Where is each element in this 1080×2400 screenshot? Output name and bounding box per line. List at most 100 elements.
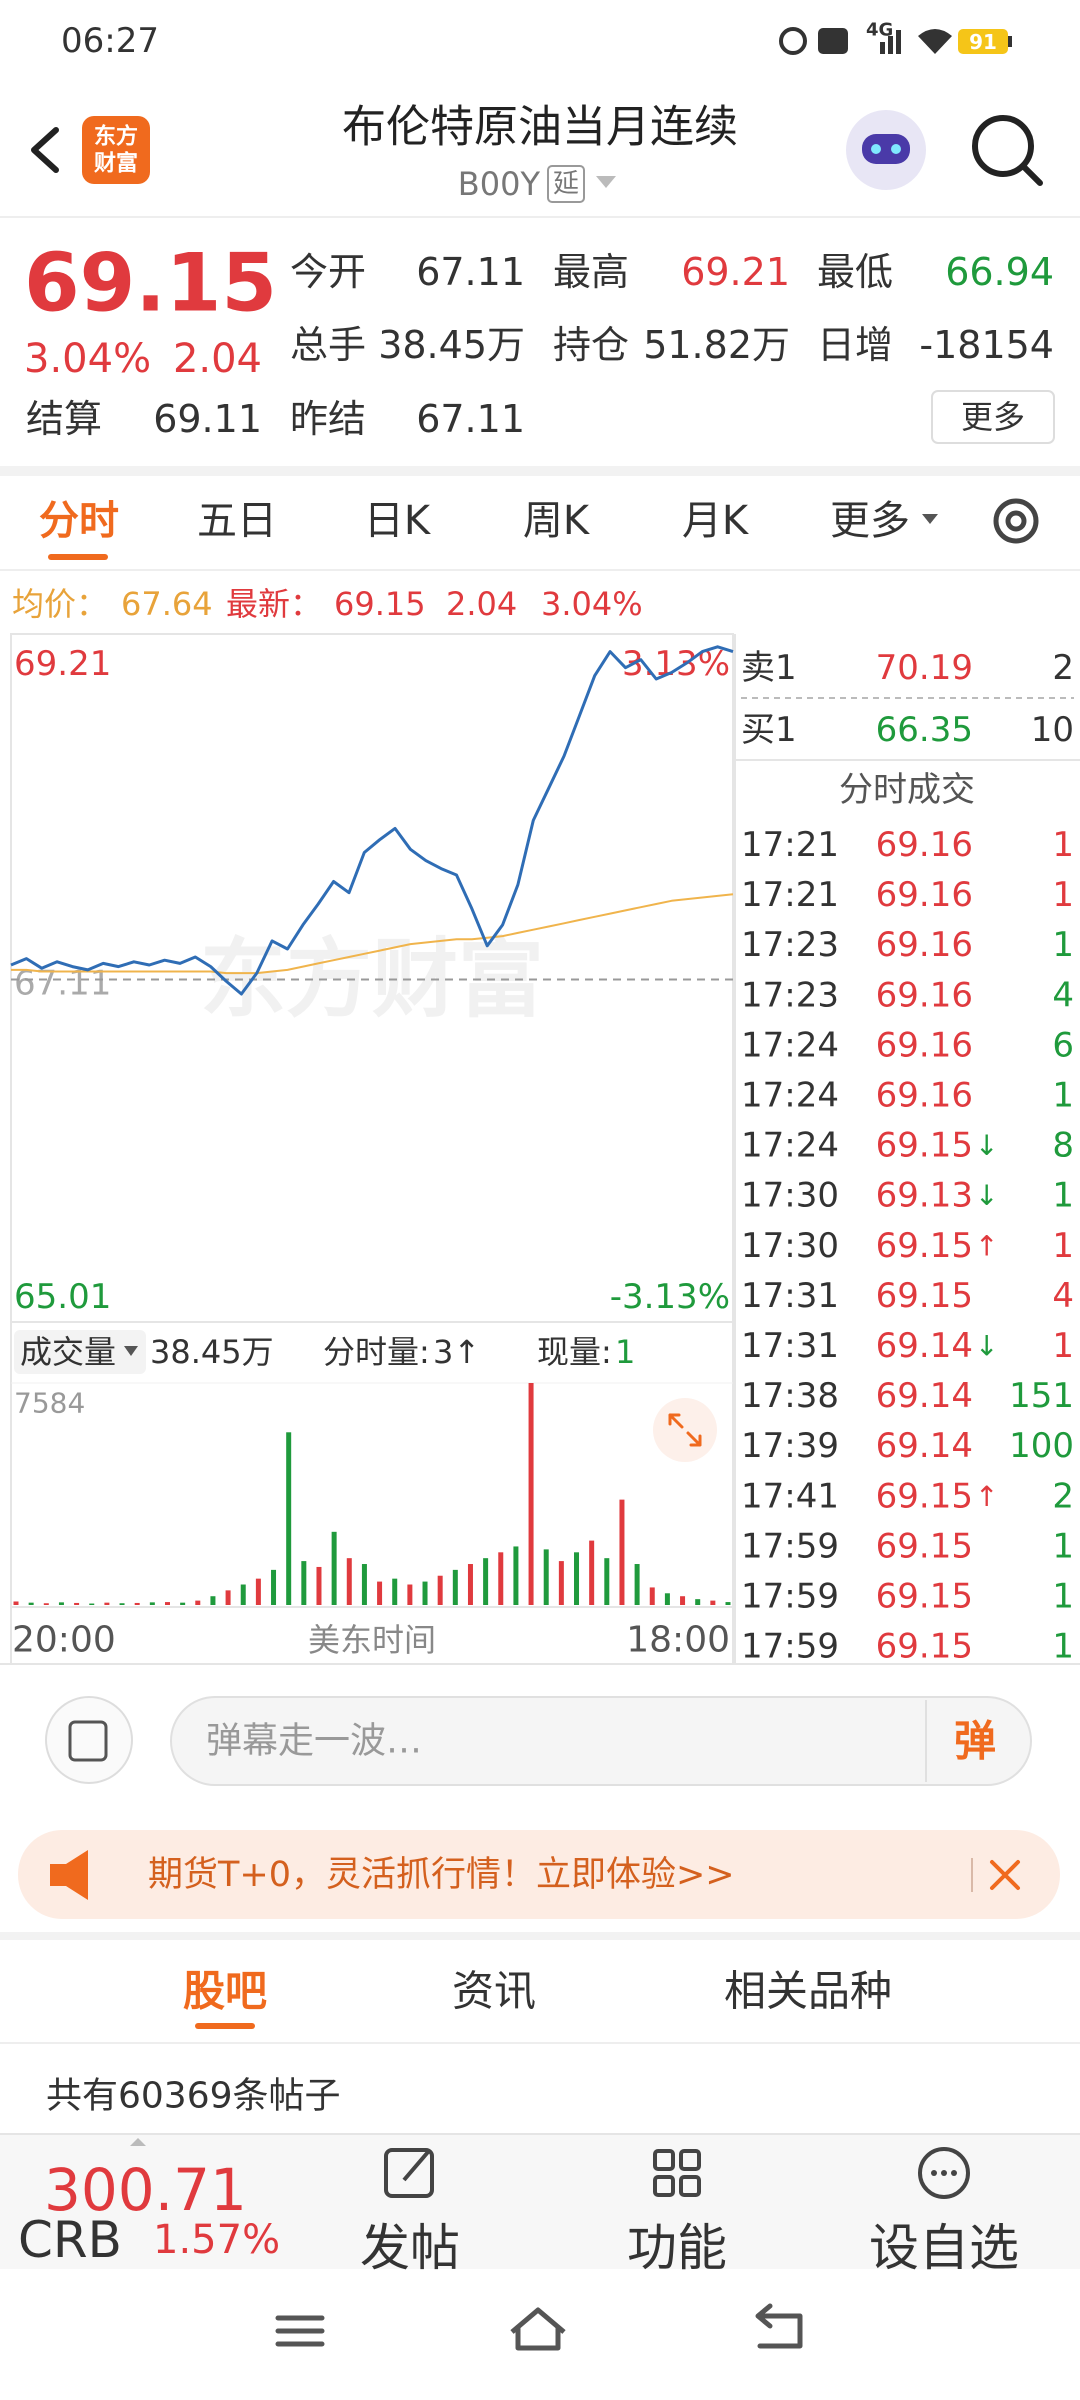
trade-time: 17:38 (741, 1376, 839, 1416)
action-label[interactable]: 发帖 (360, 2219, 460, 2277)
nav-back[interactable] (755, 2303, 803, 2349)
volume-bar (180, 1602, 186, 1605)
volume-bar (316, 1566, 322, 1605)
volume-bar (604, 1558, 610, 1605)
comment-icon-button[interactable] (45, 1696, 133, 1784)
trade-time: 17:21 (741, 875, 839, 915)
trade-time: 17:30 (741, 1176, 839, 1216)
trade-arrow: ↓ (975, 1330, 998, 1363)
book-label: 卖1 (741, 648, 797, 688)
chart-tab[interactable]: 周K (523, 498, 591, 544)
field-value: 67.11 (416, 397, 525, 441)
trade-volume: 8 (1052, 1126, 1074, 1166)
chart-tab[interactable]: 五日 (197, 498, 277, 544)
chart-tab[interactable]: 分时 (39, 498, 119, 544)
trade-time: 17:39 (741, 1426, 839, 1466)
comment-input[interactable] (170, 1696, 1032, 1786)
trade-price: 69.16 (876, 925, 973, 965)
volume-bar (149, 1602, 155, 1605)
trade-volume: 1 (1052, 1176, 1074, 1216)
field-label: 日增 (817, 323, 893, 367)
volume-bar (346, 1558, 352, 1605)
page-title: 布伦特原油当月连续 (342, 102, 738, 153)
danmaku-button[interactable]: 弹 (954, 1717, 996, 1766)
latest-change: 2.04 (446, 585, 517, 623)
avg-label: 均价： (12, 585, 108, 623)
chart-tab[interactable]: 日K (364, 498, 432, 544)
search-button[interactable] (972, 115, 1043, 186)
promo-banner[interactable] (18, 1830, 1060, 1919)
volume-bar (104, 1602, 110, 1605)
trade-time: 17:23 (741, 925, 839, 965)
trade-volume: 1 (1052, 1577, 1074, 1617)
volume-selector-arrow (124, 1346, 138, 1356)
section-tab[interactable]: 资讯 (452, 1967, 536, 2016)
logo-text: 财富 (94, 151, 138, 177)
volume-bar (437, 1575, 443, 1605)
battery-tip (1008, 36, 1012, 47)
trade-arrow: ↑ (975, 1480, 998, 1513)
trade-price: 69.15 (876, 1476, 973, 1516)
code-dropdown[interactable] (596, 176, 616, 188)
volume-selector[interactable]: 成交量 (20, 1333, 116, 1371)
book-label: 买1 (741, 710, 797, 750)
megaphone-icon (50, 1850, 88, 1900)
trade-arrow: ↑ (975, 1229, 998, 1262)
logo-text: 东方 (94, 124, 138, 150)
more-button[interactable] (931, 390, 1055, 444)
trades-title: 分时成交 (839, 770, 975, 810)
nav-menu[interactable] (275, 2315, 325, 2347)
status-icons (779, 27, 952, 55)
x-axis-label: 美东时间 (308, 1621, 436, 1659)
separator-band (0, 1932, 1080, 1940)
action-label[interactable]: 设自选 (869, 2219, 1019, 2277)
trade-volume: 2 (1052, 1476, 1074, 1516)
x-tick-label: 20:00 (12, 1620, 116, 1661)
section-tab[interactable]: 股吧 (183, 1967, 267, 2016)
trade-time: 17:31 (741, 1276, 839, 1316)
settings-button[interactable] (993, 498, 1039, 544)
book-volume: 2 (1052, 648, 1074, 688)
section-tab[interactable]: 相关品种 (724, 1967, 892, 2016)
volume-bar (377, 1581, 383, 1605)
comment-icon (68, 1720, 108, 1762)
trade-volume: 4 (1052, 975, 1074, 1015)
volume-bar (649, 1587, 655, 1605)
price-line (11, 893, 734, 975)
nav-home[interactable] (510, 2307, 566, 2351)
y2-tick-label: 3.13% (622, 644, 730, 684)
index-toggle[interactable] (130, 2138, 146, 2146)
field-label: 最高 (553, 250, 629, 294)
chart-tab[interactable]: 更多 (830, 498, 910, 544)
trade-volume: 100 (1009, 1426, 1074, 1466)
banner-close[interactable] (990, 1860, 1020, 1890)
chart-tab[interactable]: 月K (682, 498, 750, 544)
action-label[interactable]: 功能 (627, 2219, 727, 2277)
function-icon (653, 2149, 701, 2197)
volume-bar (422, 1581, 428, 1605)
book-price: 70.19 (876, 648, 973, 688)
banner-text[interactable]: 期货T+0，灵活抓行情！立即体验>> (148, 1855, 735, 1895)
trade-volume: 6 (1052, 1025, 1074, 1065)
trade-price: 69.14 (876, 1426, 973, 1466)
trade-price: 69.15 (876, 1577, 973, 1617)
volume-bar (164, 1602, 170, 1605)
post-icon (384, 2148, 434, 2198)
trade-volume: 1 (1052, 1526, 1074, 1566)
trade-volume: 1 (1052, 1627, 1074, 1667)
back-button[interactable] (31, 127, 59, 173)
volume-bar (301, 1561, 307, 1605)
trade-volume: 1 (1052, 1226, 1074, 1266)
field-value: 66.94 (945, 250, 1054, 294)
volume-selector-box[interactable] (14, 1330, 146, 1374)
volume-bar (392, 1578, 398, 1605)
volume-bar (664, 1593, 670, 1605)
trade-time: 17:31 (741, 1326, 839, 1366)
expand-button[interactable] (653, 1398, 717, 1462)
trade-volume: 1 (1052, 1326, 1074, 1366)
more-button-label[interactable]: 更多 (961, 398, 1025, 436)
change: 2.04 (173, 336, 262, 382)
status-time: 06:27 (61, 21, 159, 61)
volume-bar (331, 1531, 337, 1605)
